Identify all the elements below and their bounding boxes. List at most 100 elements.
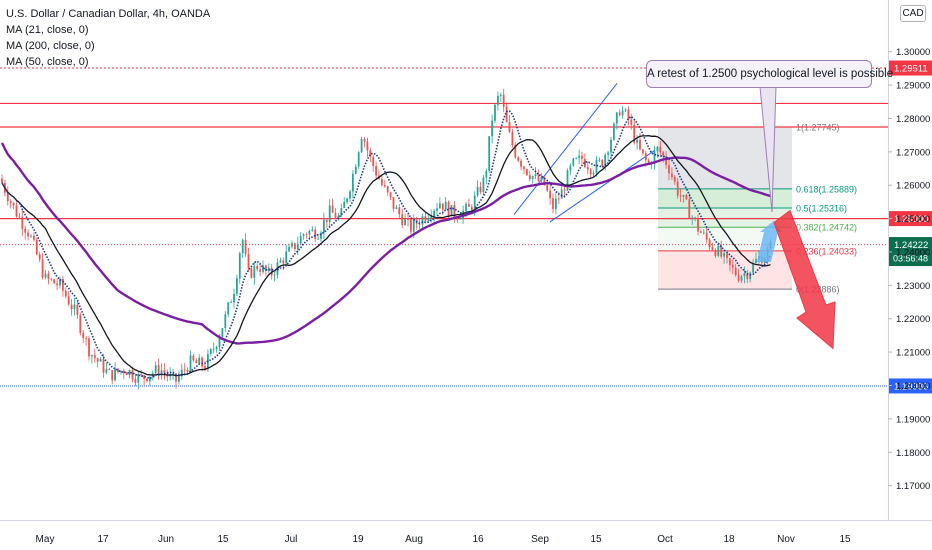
legend-ma50[interactable]: MA (50, close, 0) [6,56,89,68]
channel-lower [549,149,656,223]
candle-body [723,253,725,257]
candle-body [383,185,386,187]
candle-body [470,206,473,211]
candle-body [363,139,366,142]
candle-body [85,337,87,339]
candle-body [465,204,467,211]
candle-body [192,355,195,361]
candle-body [291,243,293,247]
candle-body [369,150,372,157]
candle-body [731,264,734,268]
candle-body [633,124,636,143]
candle-body [372,156,375,167]
candle-body [244,240,247,254]
candle-body [279,260,282,263]
price-tick-label: 1.28000 [896,114,930,125]
candle-body [259,269,261,272]
candle-body [99,358,102,362]
price-level-tag-label: 1.25000 [894,214,928,225]
forecast-arrows[interactable] [757,86,836,350]
fib-zone [658,227,792,251]
currency-badge[interactable]: CAD [900,5,926,22]
price-tick-label: 1.30000 [896,47,930,58]
candle-body [67,296,70,305]
candle-body [552,198,554,209]
time-tick-label: Sep [531,534,549,545]
candle-body [389,192,392,198]
time-axis[interactable]: May 17 Jun 15 Jul 19 Aug 16 Sep 15 Oct 18 Nov 15 [0,520,932,546]
ma21-line [1,110,772,380]
candle-body [62,278,64,291]
time-tick-label: Oct [657,534,673,545]
candle-body [702,232,705,234]
candle-body [412,219,415,232]
candle-body [140,374,143,376]
time-tick-label: 17 [97,534,109,545]
rising-channel[interactable] [513,83,656,223]
candle-body [601,159,604,167]
candle-body [395,207,398,209]
time-tick-label: Nov [777,534,795,545]
price-tick-label: 1.24000 [896,247,930,258]
candle-body [584,158,586,168]
price-tick-label: 1.17000 [896,481,930,492]
fibonacci-retracement[interactable]: 1(1.27745)0.618(1.25889)0.5(1.25316)0.38… [658,122,857,295]
candle-body [56,283,58,286]
symbol-title[interactable]: U.S. Dollar / Canadian Dollar, 4h, OANDA [6,8,211,20]
candle-body [360,139,363,153]
candle-body [250,268,253,278]
candle-body [540,177,543,181]
candle-body [630,119,633,125]
candle-body [673,176,676,182]
candle-body [41,259,44,278]
candle-body [9,201,12,203]
legend-ma200[interactable]: MA (200, close, 0) [6,40,95,52]
candle-body [233,293,235,303]
candle-body [146,378,148,382]
candle-body [323,219,325,233]
candle-body [444,201,447,210]
candle-body [88,338,90,357]
candle-body [253,265,256,278]
candle-body [526,169,528,175]
candle-body [572,158,575,166]
candle-body [302,234,305,237]
candle-body [505,106,508,123]
candle-body [102,358,105,373]
ma50-line [1,135,771,377]
candle-body [531,176,534,180]
candle-body [209,349,212,354]
candle-body [453,205,456,219]
candle-body [218,336,221,347]
candle-body [610,139,612,153]
candle-body [621,110,624,116]
candle-body [12,202,15,206]
candle-body [325,219,328,222]
candle-body [53,279,56,284]
price-axis[interactable]: 1.30000 1.29000 1.28000 1.27000 1.26000 1.250… [888,0,930,520]
candle-body [468,204,470,207]
candle-body [615,112,618,124]
candle-body [447,201,450,217]
candle-body [685,195,688,200]
candle-body [305,234,308,236]
candle-body [311,229,314,231]
legend-ma21[interactable]: MA (21, close, 0) [6,24,89,36]
candle-body [430,216,433,219]
candle-body [644,153,647,161]
candle-body [508,122,511,133]
candle-body [607,152,609,155]
candle-body [473,195,476,211]
annotation-callout[interactable]: A retest of 1.2500 psychological level i… [646,60,893,88]
candle-body [450,205,453,217]
candle-body [337,215,340,219]
candle-body [502,94,505,107]
candle-body [381,179,383,186]
candle-body [120,370,122,373]
candle-body [749,272,752,280]
candle-body [296,243,299,250]
candle-body [586,167,589,170]
candle-body [64,290,67,297]
candle-body [534,174,537,177]
